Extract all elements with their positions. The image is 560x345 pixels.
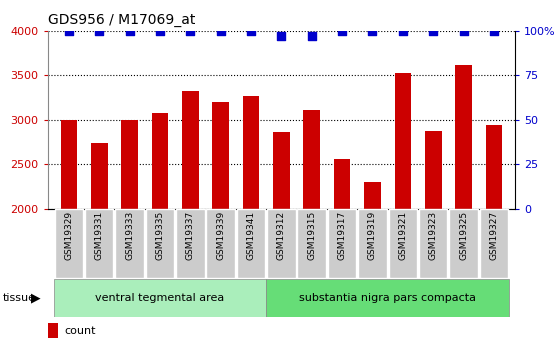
Bar [182, 91, 199, 209]
Point [398, 28, 407, 34]
FancyBboxPatch shape [449, 209, 478, 278]
Text: GSM19337: GSM19337 [186, 211, 195, 260]
Text: substantia nigra pars compacta: substantia nigra pars compacta [299, 293, 476, 303]
FancyBboxPatch shape [328, 209, 356, 278]
Bar [60, 120, 77, 209]
Text: GSM19329: GSM19329 [64, 211, 73, 260]
Text: GSM19317: GSM19317 [338, 211, 347, 260]
Point [307, 33, 316, 39]
Text: GDS956 / M17069_at: GDS956 / M17069_at [48, 13, 195, 27]
Point [216, 28, 225, 34]
Point [368, 28, 377, 34]
Point [156, 28, 165, 34]
Text: GSM19335: GSM19335 [156, 211, 165, 260]
FancyBboxPatch shape [115, 209, 144, 278]
Point [324, 245, 333, 250]
Text: GSM19327: GSM19327 [489, 211, 498, 260]
Text: ventral tegmental area: ventral tegmental area [95, 293, 225, 303]
Bar [455, 65, 472, 209]
Bar [152, 113, 169, 209]
Bar [121, 120, 138, 209]
FancyBboxPatch shape [389, 209, 417, 278]
FancyBboxPatch shape [237, 209, 265, 278]
Bar [364, 182, 381, 209]
Point [186, 28, 195, 34]
Point [489, 28, 498, 34]
FancyBboxPatch shape [358, 209, 387, 278]
Text: GSM19321: GSM19321 [398, 211, 407, 260]
FancyBboxPatch shape [480, 209, 508, 278]
Bar [91, 143, 108, 209]
FancyBboxPatch shape [54, 278, 266, 317]
Bar [48, 323, 58, 338]
Point [459, 28, 468, 34]
Point [338, 28, 347, 34]
Text: GSM19333: GSM19333 [125, 211, 134, 260]
Point [277, 33, 286, 39]
Point [429, 28, 438, 34]
Bar [304, 110, 320, 209]
Bar [334, 159, 351, 209]
Bar [425, 130, 442, 209]
Text: GSM19341: GSM19341 [246, 211, 255, 260]
FancyBboxPatch shape [207, 209, 235, 278]
FancyBboxPatch shape [267, 209, 296, 278]
Text: GSM19339: GSM19339 [216, 211, 225, 260]
Text: count: count [64, 326, 95, 336]
Point [64, 28, 73, 34]
Point [125, 28, 134, 34]
Bar [273, 132, 290, 209]
FancyBboxPatch shape [85, 209, 114, 278]
Bar [242, 96, 259, 209]
FancyBboxPatch shape [54, 209, 83, 278]
Text: GSM19312: GSM19312 [277, 211, 286, 260]
Bar [394, 73, 411, 209]
Point [246, 28, 255, 34]
Text: GSM19315: GSM19315 [307, 211, 316, 260]
FancyBboxPatch shape [176, 209, 204, 278]
FancyBboxPatch shape [146, 209, 174, 278]
Text: GSM19323: GSM19323 [429, 211, 438, 260]
Text: ▶: ▶ [31, 291, 41, 304]
Bar [486, 125, 502, 209]
FancyBboxPatch shape [297, 209, 326, 278]
FancyBboxPatch shape [419, 209, 447, 278]
FancyBboxPatch shape [266, 278, 509, 317]
Text: GSM19331: GSM19331 [95, 211, 104, 260]
Bar [212, 102, 229, 209]
Point [95, 28, 104, 34]
Text: GSM19319: GSM19319 [368, 211, 377, 260]
Text: tissue: tissue [3, 293, 36, 303]
Text: GSM19325: GSM19325 [459, 211, 468, 260]
